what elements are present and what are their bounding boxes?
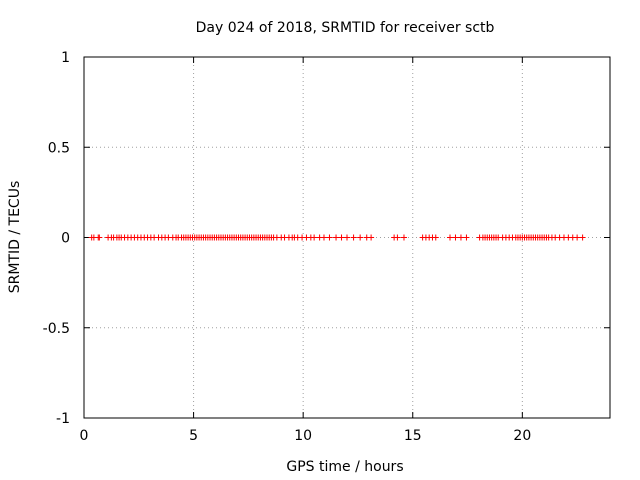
data-point — [338, 234, 345, 241]
chart-title: Day 024 of 2018, SRMTID for receiver sct… — [196, 20, 495, 36]
data-point — [394, 234, 401, 241]
data-point — [311, 234, 318, 241]
axis-ticks — [83, 56, 610, 419]
x-tick-label: 20 — [513, 428, 531, 444]
x-tick-label: 10 — [294, 428, 312, 444]
data-point — [457, 234, 464, 241]
data-point — [432, 234, 439, 241]
x-tick-label: 15 — [404, 428, 422, 444]
y-tick-labels: -1 -0.5 0 0.5 1 — [43, 50, 70, 427]
data-point — [326, 234, 333, 241]
x-axis-label: GPS time / hours — [286, 459, 403, 475]
data-point — [357, 234, 364, 241]
data-point — [320, 234, 327, 241]
y-tick-label: -0.5 — [43, 321, 70, 337]
data-point — [463, 234, 470, 241]
y-axis-label: SRMTID / TECUs — [7, 181, 23, 294]
data-point — [452, 234, 459, 241]
data-point — [368, 234, 375, 241]
y-tick-label: -1 — [56, 411, 70, 427]
data-point — [344, 234, 350, 241]
x-tick-label: 5 — [189, 428, 198, 444]
y-tick-label: 0.5 — [48, 140, 70, 156]
data-point — [579, 234, 586, 241]
data-points — [88, 234, 586, 241]
y-tick-label: 0 — [61, 231, 70, 247]
x-tick-labels: 0 5 10 15 20 — [80, 428, 532, 444]
y-tick-label: 1 — [61, 50, 70, 66]
data-point — [96, 234, 103, 241]
data-point — [447, 234, 454, 241]
data-point — [350, 234, 357, 241]
x-tick-label: 0 — [80, 428, 89, 444]
data-point — [333, 234, 340, 241]
data-point — [574, 234, 581, 241]
data-point — [400, 234, 407, 241]
